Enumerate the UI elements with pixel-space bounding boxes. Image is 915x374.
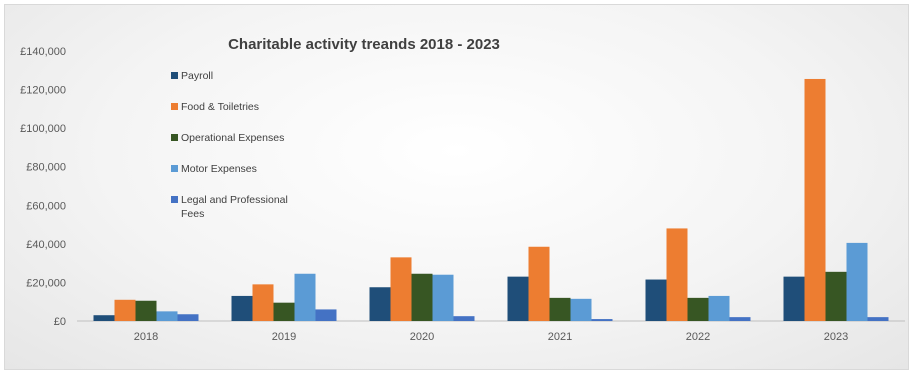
bar-chart: Charitable activity treands 2018 - 2023 … — [20, 36, 905, 343]
y-tick-label: £0 — [54, 316, 66, 328]
bar-motor-expenses-2019 — [294, 273, 316, 321]
y-tick-label: £60,000 — [26, 200, 66, 212]
bar-operational-expenses-2019 — [273, 302, 295, 321]
bar-payroll-2019 — [231, 295, 253, 321]
bar-motor-expenses-2023 — [846, 242, 868, 321]
y-tick-label: £140,000 — [20, 46, 66, 58]
bar-food-toiletries-2022 — [666, 228, 688, 321]
bar-motor-expenses-2021 — [570, 298, 592, 321]
chart-title: Charitable activity treands 2018 - 2023 — [228, 36, 500, 53]
y-axis: £0 £20,000 £40,000 £60,000 £80,000 £100,000 £1… — [20, 46, 66, 328]
bar-payroll-2021 — [507, 276, 529, 321]
bar-operational-expenses-2023 — [825, 271, 847, 321]
legend-label: Operational Expenses — [181, 132, 284, 144]
bar-food-toiletries-2018 — [114, 299, 136, 321]
bar-legal-and-professional-fees-2021 — [591, 319, 613, 321]
bar-operational-expenses-2022 — [687, 297, 709, 321]
x-tick-label: 2021 — [548, 331, 572, 343]
bar-food-toiletries-2023 — [804, 78, 826, 321]
bar-legal-and-professional-fees-2022 — [729, 317, 751, 321]
y-tick-label: £120,000 — [20, 85, 66, 97]
bar-operational-expenses-2018 — [135, 300, 157, 321]
y-tick-label: £100,000 — [20, 123, 66, 135]
bar-legal-and-professional-fees-2018 — [177, 314, 199, 321]
legend-label: Payroll — [181, 70, 213, 82]
legend-label: Legal and Professional — [181, 194, 288, 206]
legend-swatch — [171, 165, 178, 172]
bar-payroll-2018 — [93, 315, 115, 321]
y-tick-label: £40,000 — [26, 239, 66, 251]
bar-operational-expenses-2020 — [411, 273, 433, 321]
bar-motor-expenses-2022 — [708, 295, 730, 321]
legend-swatch — [171, 196, 178, 203]
legend-label: Motor Expenses — [181, 163, 257, 175]
bar-payroll-2023 — [783, 276, 805, 321]
bar-payroll-2020 — [369, 287, 391, 321]
bar-payroll-2022 — [645, 279, 667, 321]
bar-legal-and-professional-fees-2020 — [453, 316, 475, 321]
bar-food-toiletries-2020 — [390, 257, 412, 321]
legend-swatch — [171, 103, 178, 110]
bar-motor-expenses-2020 — [432, 274, 454, 321]
y-tick-label: £20,000 — [26, 277, 66, 289]
x-tick-label: 2023 — [824, 331, 848, 343]
legend-swatch — [171, 72, 178, 79]
x-axis: 2018 2019 2020 2021 2022 2023 — [77, 320, 905, 343]
legend: Payroll Food & Toiletries Operational Expe… — [171, 70, 288, 220]
x-tick-label: 2022 — [686, 331, 710, 343]
bar-operational-expenses-2021 — [549, 297, 571, 321]
bars — [93, 78, 889, 321]
legend-label: Fees — [181, 208, 204, 220]
x-tick-label: 2018 — [134, 331, 158, 343]
bar-legal-and-professional-fees-2023 — [867, 317, 889, 321]
x-tick-label: 2020 — [410, 331, 434, 343]
y-tick-label: £80,000 — [26, 162, 66, 174]
bar-legal-and-professional-fees-2019 — [315, 309, 337, 321]
bar-motor-expenses-2018 — [156, 311, 178, 321]
legend-swatch — [171, 134, 178, 141]
chart-frame: Charitable activity treands 2018 - 2023 … — [4, 4, 909, 370]
x-tick-label: 2019 — [272, 331, 296, 343]
bar-food-toiletries-2021 — [528, 246, 550, 321]
bar-food-toiletries-2019 — [252, 284, 274, 321]
legend-label: Food & Toiletries — [181, 101, 259, 113]
